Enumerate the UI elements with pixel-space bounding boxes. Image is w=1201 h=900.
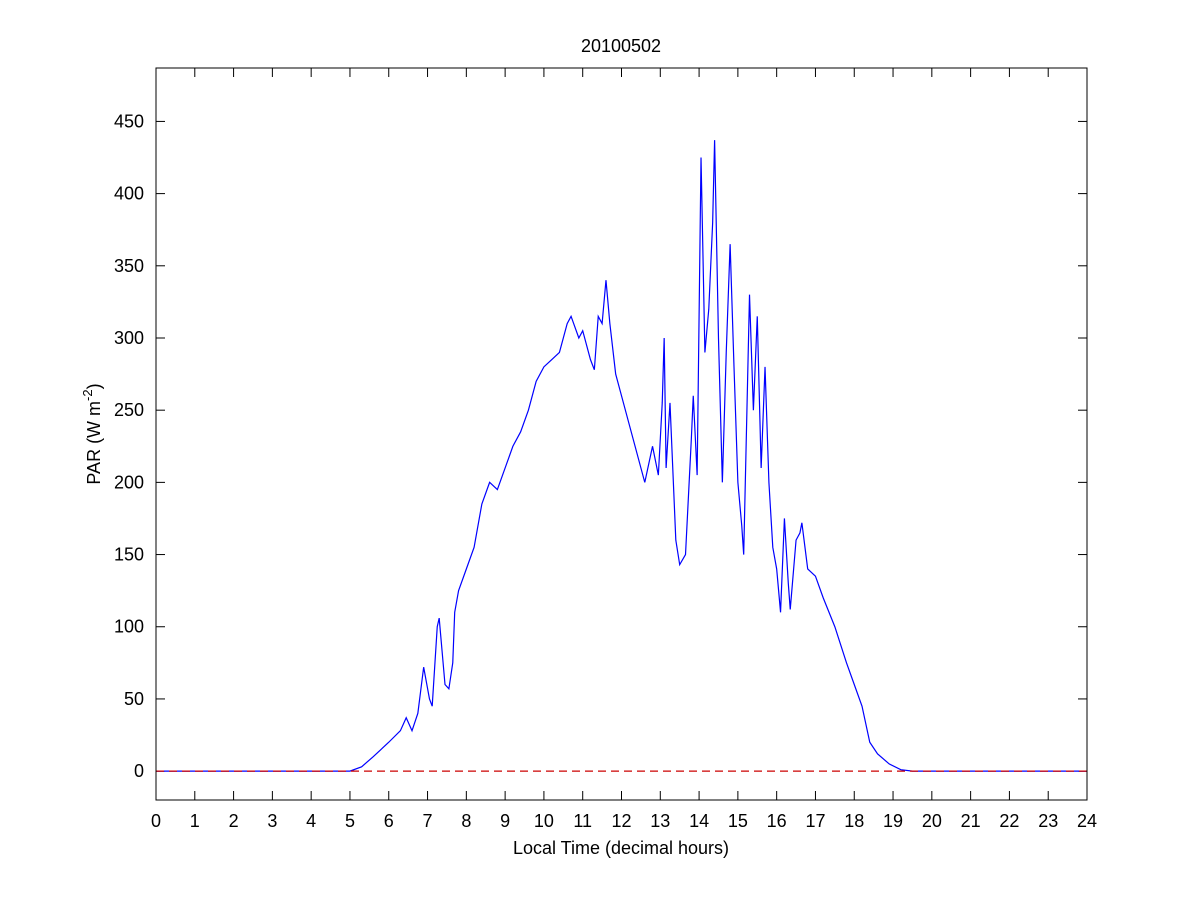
x-tick-label: 19 [883, 811, 903, 831]
x-tick-label: 10 [534, 811, 554, 831]
y-tick-label: 100 [114, 617, 144, 637]
x-axis-label: Local Time (decimal hours) [513, 838, 729, 858]
x-tick-label: 6 [384, 811, 394, 831]
x-tick-label: 14 [689, 811, 709, 831]
y-tick-label: 150 [114, 545, 144, 565]
x-tick-label: 9 [500, 811, 510, 831]
y-label-sup: -2 [80, 389, 95, 401]
x-tick-label: 18 [844, 811, 864, 831]
data-line [156, 140, 1087, 772]
x-tick-label: 12 [611, 811, 631, 831]
x-tick-label: 15 [728, 811, 748, 831]
x-tick-label: 1 [190, 811, 200, 831]
x-tick-label: 0 [151, 811, 161, 831]
x-tick-label: 21 [961, 811, 981, 831]
y-tick-label: 200 [114, 472, 144, 492]
y-tick-label: 350 [114, 256, 144, 276]
y-tick-label: 300 [114, 328, 144, 348]
x-tick-label: 3 [267, 811, 277, 831]
x-tick-label: 24 [1077, 811, 1097, 831]
x-tick-label: 16 [767, 811, 787, 831]
y-label-text: PAR (W m [84, 401, 104, 485]
x-tick-label: 5 [345, 811, 355, 831]
x-tick-label: 2 [229, 811, 239, 831]
chart-title: 20100502 [581, 36, 661, 56]
x-tick-label: 20 [922, 811, 942, 831]
x-tick-label: 17 [805, 811, 825, 831]
x-tick-label: 7 [423, 811, 433, 831]
x-tick-label: 4 [306, 811, 316, 831]
y-label-close: ) [84, 383, 104, 389]
x-tick-label: 13 [650, 811, 670, 831]
y-axis-label: PAR (W m-2) [80, 383, 104, 484]
x-tick-label: 22 [999, 811, 1019, 831]
x-tick-label: 8 [461, 811, 471, 831]
plot-frame [155, 67, 1088, 801]
y-tick-label: 400 [114, 184, 144, 204]
y-tick-label: 0 [134, 761, 144, 781]
y-tick-label: 50 [124, 689, 144, 709]
y-tick-label: 250 [114, 400, 144, 420]
x-tick-label: 23 [1038, 811, 1058, 831]
y-tick-label: 450 [114, 111, 144, 131]
x-tick-label: 11 [573, 811, 592, 831]
